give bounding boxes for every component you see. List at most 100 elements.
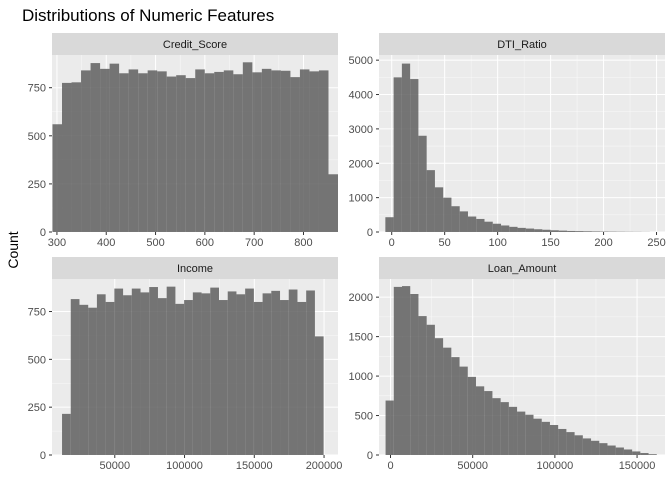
y-tick-label: 500 (355, 411, 373, 423)
facet-panel-credit-score: Credit_Score 300 400 500 600 700 800 0 250 500 750 (28, 33, 338, 249)
histogram-bar (252, 72, 262, 232)
histogram-bar (271, 290, 281, 455)
y-tick-label: 0 (367, 450, 373, 462)
x-tick-label: 100000 (166, 460, 203, 472)
facet-strip-label: Income (177, 263, 213, 275)
histogram-bar (166, 286, 176, 455)
histogram-bar (385, 400, 394, 455)
y-tick-label: 250 (28, 402, 46, 414)
histogram-bar (245, 288, 254, 455)
histogram-bar (261, 68, 272, 232)
histogram-bar (500, 402, 509, 455)
histogram-bar (233, 74, 243, 233)
histogram-bar (648, 454, 657, 455)
histogram-bar (242, 62, 253, 233)
histogram-bar (223, 70, 234, 232)
histogram-bar (591, 440, 600, 455)
histogram-bar (401, 63, 411, 233)
histogram-bar (623, 449, 633, 455)
histogram-bar (492, 223, 502, 232)
histogram-bar (70, 299, 80, 455)
facet-strip-label: Loan_Amount (488, 263, 557, 275)
histogram-bar (583, 231, 592, 232)
histogram-bar (271, 70, 281, 232)
histogram-bar (525, 228, 535, 232)
histogram-bar (615, 447, 624, 455)
histogram-bar (52, 124, 63, 232)
histogram-bar (119, 73, 129, 232)
x-tick-label: 800 (294, 237, 312, 249)
x-tick-label: 150000 (619, 460, 656, 472)
histogram-bar (157, 71, 167, 232)
histogram-bar (549, 425, 559, 455)
histogram-bar (591, 231, 601, 232)
histogram-bar (114, 288, 124, 455)
histogram-bar (318, 70, 329, 232)
x-tick-label: 700 (245, 237, 263, 249)
facet-strip (52, 257, 338, 279)
facet-strip-label: Credit_Score (163, 39, 227, 51)
y-tick-label: 0 (40, 227, 46, 239)
histogram-bar (550, 230, 559, 232)
x-tick-label: 500 (146, 237, 164, 249)
histogram-bar (508, 406, 518, 455)
histogram-bar (184, 300, 193, 455)
histogram-bar (541, 421, 550, 455)
x-tick-label: 200000 (306, 460, 343, 472)
histogram-bar (459, 366, 468, 455)
y-tick-label: 1500 (349, 332, 373, 344)
histogram-bar (459, 211, 468, 232)
histogram-bar (175, 303, 185, 455)
histogram-bar (192, 292, 202, 455)
x-tick-label: 50000 (457, 460, 488, 472)
facet-strip (379, 257, 665, 279)
histogram-bar (280, 300, 289, 455)
histogram-bar (297, 301, 307, 455)
histogram-bar (131, 288, 141, 455)
histogram-bars (385, 286, 657, 455)
histogram-bar (88, 307, 97, 455)
histogram-bar (210, 287, 219, 455)
histogram-bar (443, 197, 452, 232)
y-tick-label: 2000 (349, 292, 373, 304)
y-tick-label: 750 (28, 307, 46, 319)
histogram-bar (123, 295, 132, 455)
x-tick-label: 150000 (236, 460, 273, 472)
histogram-bar (467, 376, 476, 455)
histogram-bar (227, 291, 237, 455)
x-tick-label: 600 (196, 237, 214, 249)
y-tick-label: 750 (28, 83, 46, 95)
facet-strip-label: DTI_Ratio (497, 39, 547, 51)
histogram-bar (138, 73, 148, 232)
histogram-bar (79, 304, 89, 455)
facet-strip (52, 33, 338, 55)
y-axis-label: Count (5, 231, 21, 268)
histogram-bar (567, 230, 576, 232)
histogram-bar (81, 70, 91, 232)
x-tick-label: 0 (387, 460, 393, 472)
y-tick-label: 0 (40, 450, 46, 462)
histogram-bar (484, 221, 493, 232)
histogram-bar (574, 435, 583, 455)
histogram-bar (517, 227, 526, 232)
histogram-bar (385, 217, 394, 232)
histogram-bar (299, 69, 310, 233)
histogram-bar (443, 347, 452, 455)
histogram-bar (253, 301, 263, 455)
facet-panel-income: Income 50000 100000 150000 200000 0 250 500 750 (28, 257, 343, 472)
histogram-bar (214, 71, 224, 233)
y-tick-label: 1000 (349, 371, 373, 383)
histogram-bar (288, 289, 298, 455)
histogram-bar (185, 78, 196, 232)
y-tick-label: 4000 (349, 90, 373, 102)
panel-background (379, 55, 665, 232)
histogram-bar (517, 411, 526, 455)
histogram-bar (484, 391, 493, 455)
histogram-bar (71, 82, 82, 232)
histogram-bar (418, 316, 427, 455)
histogram-bar (328, 174, 338, 232)
histogram-bar (105, 301, 115, 455)
histogram-bars (62, 286, 324, 455)
histogram-bar (96, 294, 106, 455)
